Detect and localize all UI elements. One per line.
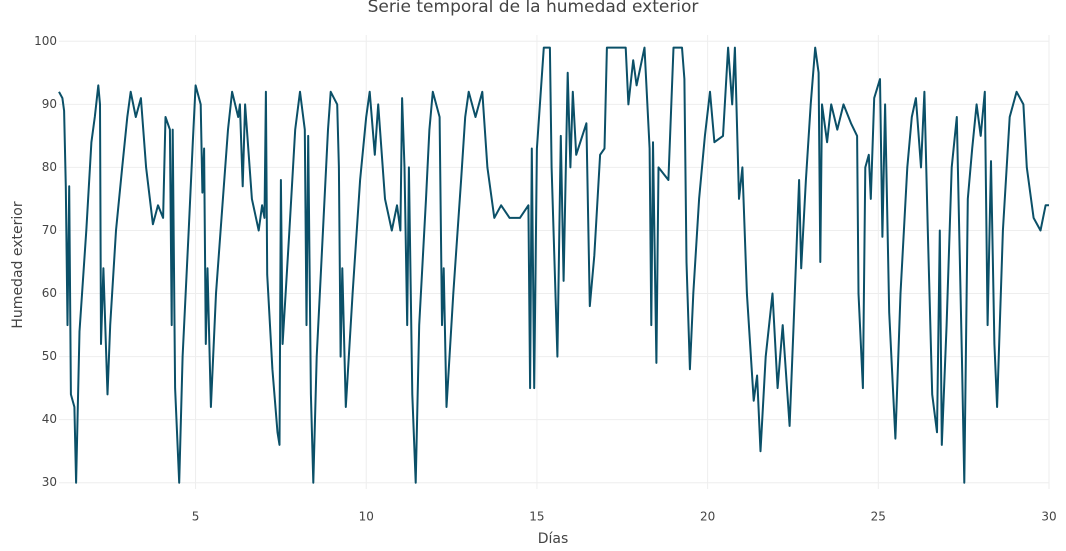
y-tick-label: 70 (42, 223, 57, 237)
chart-title: Serie temporal de la humedad exterior (368, 0, 699, 17)
plot-area (58, 46, 1049, 484)
y-axis-label: Humedad exterior (10, 201, 26, 328)
y-tick-label: 40 (42, 412, 57, 426)
data-line (58, 46, 1049, 484)
y-tick-label: 30 (42, 475, 57, 489)
y-tick-label: 50 (42, 349, 57, 363)
x-tick-label: 10 (359, 510, 374, 524)
y-tick-label: 80 (42, 160, 57, 174)
x-tick-label: 5 (192, 510, 200, 524)
y-tick-label: 90 (42, 97, 57, 111)
x-axis-label: Días (538, 531, 569, 547)
x-tick-label: 20 (700, 510, 715, 524)
y-tick-label: 60 (42, 286, 57, 300)
x-tick-label: 30 (1041, 510, 1056, 524)
y-tick-label: 100 (34, 34, 57, 48)
x-tick-label: 15 (529, 510, 544, 524)
x-tick-label: 25 (871, 510, 886, 524)
